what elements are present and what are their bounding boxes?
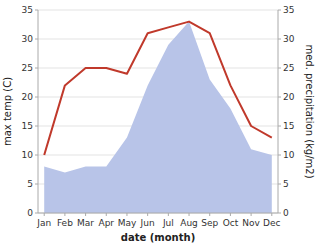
y-tick bbox=[35, 68, 38, 69]
y-tick-label: 35 bbox=[22, 5, 33, 15]
y-tick-label: 0 bbox=[27, 208, 33, 218]
x-tick bbox=[44, 213, 45, 216]
y-tick-label: 20 bbox=[22, 92, 34, 102]
x-tick-label: Nov bbox=[242, 218, 260, 228]
grid bbox=[38, 10, 278, 213]
x-axis-line bbox=[38, 213, 278, 214]
x-tick-label: Feb bbox=[57, 218, 73, 228]
grid-line bbox=[38, 39, 278, 40]
y-tick bbox=[35, 39, 38, 40]
x-tick bbox=[271, 213, 272, 216]
x-tick-label: May bbox=[118, 218, 137, 228]
y2-tick bbox=[278, 97, 281, 98]
x-tick bbox=[251, 213, 252, 216]
x-tick-label: Jun bbox=[140, 218, 155, 228]
axes: 0 5 10 15 20 25 30 35 0 5 10 15 20 25 30 35 Jan Feb Mar Apr… bbox=[22, 5, 295, 228]
x-tick-label: Oct bbox=[223, 218, 239, 228]
y-tick-label: 10 bbox=[22, 150, 34, 160]
y-tick bbox=[35, 155, 38, 156]
y2-axis-line bbox=[278, 10, 279, 213]
y-tick-label: 30 bbox=[22, 34, 34, 44]
x-tick bbox=[106, 213, 107, 216]
x-tick-label: Jan bbox=[36, 218, 51, 228]
grid-line bbox=[38, 213, 278, 214]
chart: 0 5 10 15 20 25 30 35 0 5 10 15 20 25 30 35 Jan Feb Mar Apr… bbox=[0, 0, 318, 247]
temperature-line bbox=[44, 22, 272, 155]
x-tick bbox=[64, 213, 65, 216]
y-tick bbox=[35, 184, 38, 185]
x-tick-label: Aug bbox=[180, 218, 198, 228]
y-axis-label: max temp (C) bbox=[2, 77, 13, 146]
x-tick bbox=[189, 213, 190, 216]
y2-tick-label: 30 bbox=[283, 34, 295, 44]
marks bbox=[44, 22, 272, 213]
y-tick bbox=[35, 126, 38, 127]
y2-tick bbox=[278, 155, 281, 156]
x-tick-label: Dec bbox=[263, 218, 280, 228]
y-tick-label: 15 bbox=[22, 121, 33, 131]
y-tick-label: 5 bbox=[27, 179, 33, 189]
y2-tick-label: 10 bbox=[283, 150, 295, 160]
y2-tick-label: 35 bbox=[283, 5, 294, 15]
y2-tick-label: 25 bbox=[283, 63, 294, 73]
x-axis-label: date (month) bbox=[121, 232, 195, 243]
y2-tick bbox=[278, 68, 281, 69]
y-tick-label: 25 bbox=[22, 63, 33, 73]
y2-tick bbox=[278, 126, 281, 127]
grid-line bbox=[38, 10, 278, 11]
x-tick bbox=[85, 213, 86, 216]
precipitation-area bbox=[44, 22, 272, 213]
chart-container: 0 5 10 15 20 25 30 35 0 5 10 15 20 25 30 35 Jan Feb Mar Apr… bbox=[0, 0, 318, 247]
y2-tick bbox=[278, 213, 281, 214]
x-tick-label: Apr bbox=[98, 218, 114, 228]
x-tick-label: Jul bbox=[162, 218, 174, 228]
y2-tick bbox=[278, 10, 281, 11]
y2-tick bbox=[278, 39, 281, 40]
y-tick bbox=[35, 213, 38, 214]
y-tick bbox=[35, 97, 38, 98]
y2-tick-label: 5 bbox=[283, 179, 289, 189]
x-tick bbox=[147, 213, 148, 216]
y2-tick-label: 0 bbox=[283, 208, 289, 218]
x-tick-label: Sep bbox=[201, 218, 218, 228]
y2-axis-label: med. precipitation (kg/m2) bbox=[304, 44, 315, 178]
y2-tick bbox=[278, 184, 281, 185]
y-tick bbox=[35, 10, 38, 11]
y2-tick-label: 15 bbox=[283, 121, 294, 131]
y2-tick-label: 20 bbox=[283, 92, 295, 102]
x-tick-label: Mar bbox=[77, 218, 94, 228]
x-tick bbox=[168, 213, 169, 216]
x-tick bbox=[230, 213, 231, 216]
x-tick bbox=[126, 213, 127, 216]
y-axis-line bbox=[38, 10, 39, 213]
x-tick bbox=[209, 213, 210, 216]
